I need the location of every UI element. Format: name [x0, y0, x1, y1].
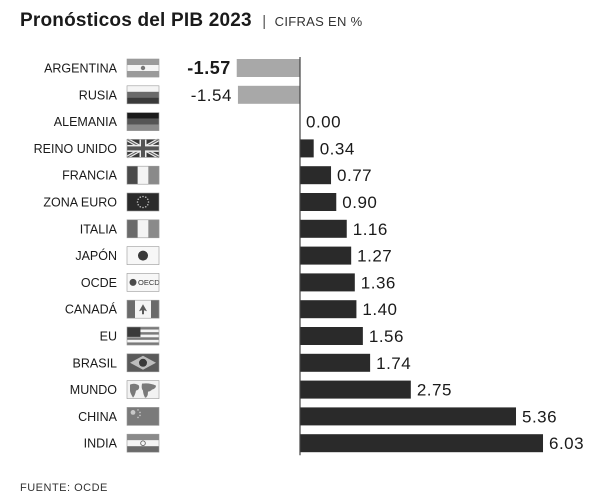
category-label: MUNDO	[70, 383, 117, 397]
category-label: INDIA	[84, 437, 118, 451]
bar	[300, 166, 332, 185]
category-label: FRANCIA	[62, 169, 118, 183]
value-label: 1.56	[369, 327, 404, 346]
bar	[237, 85, 300, 104]
value-label: 5.36	[522, 407, 557, 426]
category-label: CHINA	[78, 410, 118, 424]
bar-chart: ARGENTINA -1.57 RUSIA -1.54 ALEMANIA 0.00 REIN…	[34, 57, 584, 456]
bar	[300, 407, 517, 426]
bar	[300, 353, 371, 372]
china-flag-icon	[126, 407, 160, 426]
category-label: ZONA EURO	[43, 196, 117, 210]
value-label: 1.36	[361, 273, 396, 292]
bar	[300, 327, 363, 345]
germany-flag-icon	[126, 112, 160, 131]
argentina-flag-icon	[126, 58, 160, 78]
usa-flag-icon	[126, 326, 160, 346]
value-label: 6.03	[549, 434, 584, 453]
value-label: 1.40	[362, 300, 397, 319]
category-label: RUSIA	[79, 88, 118, 102]
bar	[300, 246, 352, 265]
category-label: BRASIL	[73, 356, 118, 370]
value-label: 1.27	[357, 247, 392, 266]
category-label: ARGENTINA	[44, 62, 118, 76]
bar	[300, 193, 337, 211]
japan-flag-icon	[126, 246, 160, 265]
category-label: ALEMANIA	[54, 115, 118, 129]
bar	[300, 300, 357, 319]
bar	[300, 139, 314, 158]
value-label: -1.57	[187, 58, 231, 78]
india-flag-icon	[126, 433, 160, 453]
chart-title: Pronósticos del PIB 2023	[20, 10, 252, 31]
chart-header: Pronósticos del PIB 2023 | CIFRAS EN %	[20, 10, 362, 32]
value-label: 0.90	[342, 193, 377, 212]
value-label: 0.34	[320, 139, 355, 158]
bar	[300, 434, 544, 453]
category-label: EU	[100, 330, 117, 344]
world-flag-icon	[126, 380, 160, 399]
value-label: 1.16	[353, 220, 388, 239]
value-label: 1.74	[376, 354, 411, 373]
chart-subtitle: CIFRAS EN %	[274, 14, 363, 29]
russia-flag-icon	[126, 85, 160, 105]
category-label: ITALIA	[80, 222, 118, 236]
value-label: 0.00	[306, 113, 341, 132]
canada-flag-icon	[126, 299, 160, 319]
value-label: 0.77	[337, 166, 372, 185]
value-label: 2.75	[417, 381, 452, 400]
title-separator: |	[262, 13, 267, 30]
category-label: JAPÓN	[75, 248, 117, 263]
brazil-flag-icon	[126, 353, 160, 373]
svg-text:OECD: OECD	[138, 278, 160, 287]
bar	[300, 219, 347, 238]
oecd-flag-icon: OECD	[126, 273, 160, 292]
bar	[300, 273, 355, 292]
category-label: OCDE	[81, 276, 117, 290]
category-label: REINO UNIDO	[34, 142, 118, 156]
uk-flag-icon	[126, 137, 160, 159]
value-label: -1.54	[191, 86, 232, 105]
eu-flag-icon	[126, 192, 160, 212]
bar	[300, 380, 411, 399]
italy-flag-icon	[126, 219, 160, 239]
france-flag-icon	[126, 165, 160, 185]
category-label: CANADÁ	[65, 302, 118, 317]
source-note: FUENTE: OCDE	[20, 482, 108, 494]
bar	[236, 59, 300, 77]
